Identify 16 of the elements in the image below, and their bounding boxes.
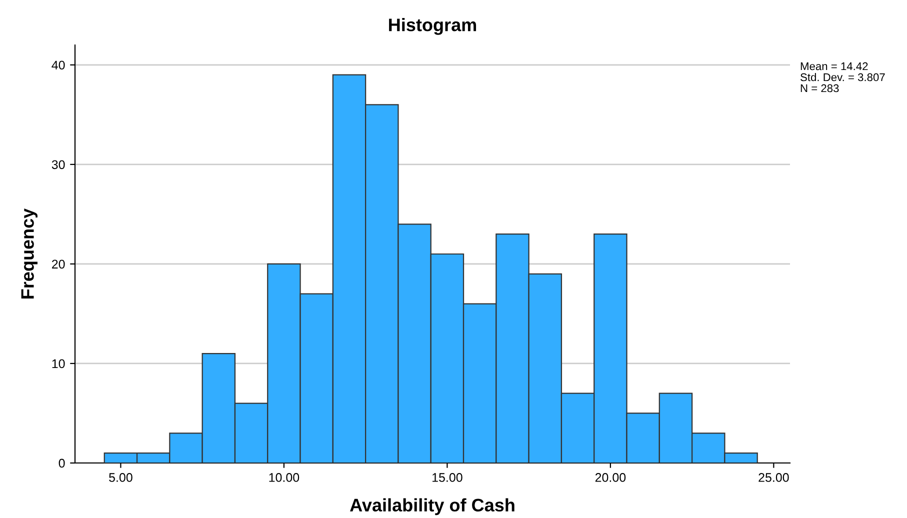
x-tick-label: 10.00	[269, 473, 300, 482]
y-tick-label: 20	[52, 260, 65, 269]
x-tick-label: 5.00	[109, 473, 132, 482]
y-tick-label: 30	[52, 160, 65, 170]
y-tick-label: 10	[52, 359, 65, 368]
y-tick-label: 40	[52, 60, 65, 70]
text: Std. Dev. = 3.807	[800, 73, 885, 82]
x-axis-title: Availability of Cash	[350, 498, 514, 516]
y-axis-title: Frequency	[21, 208, 38, 298]
x-tick-label: 15.00	[432, 473, 462, 482]
x-tick-label: 25.00	[758, 473, 789, 482]
text: N = 283	[800, 84, 839, 92]
text: Mean = 14.42	[800, 62, 868, 70]
chart-title: Histogram	[389, 18, 476, 35]
x-tick-label: 20.00	[595, 473, 626, 482]
y-tick-label: 0	[58, 458, 65, 468]
